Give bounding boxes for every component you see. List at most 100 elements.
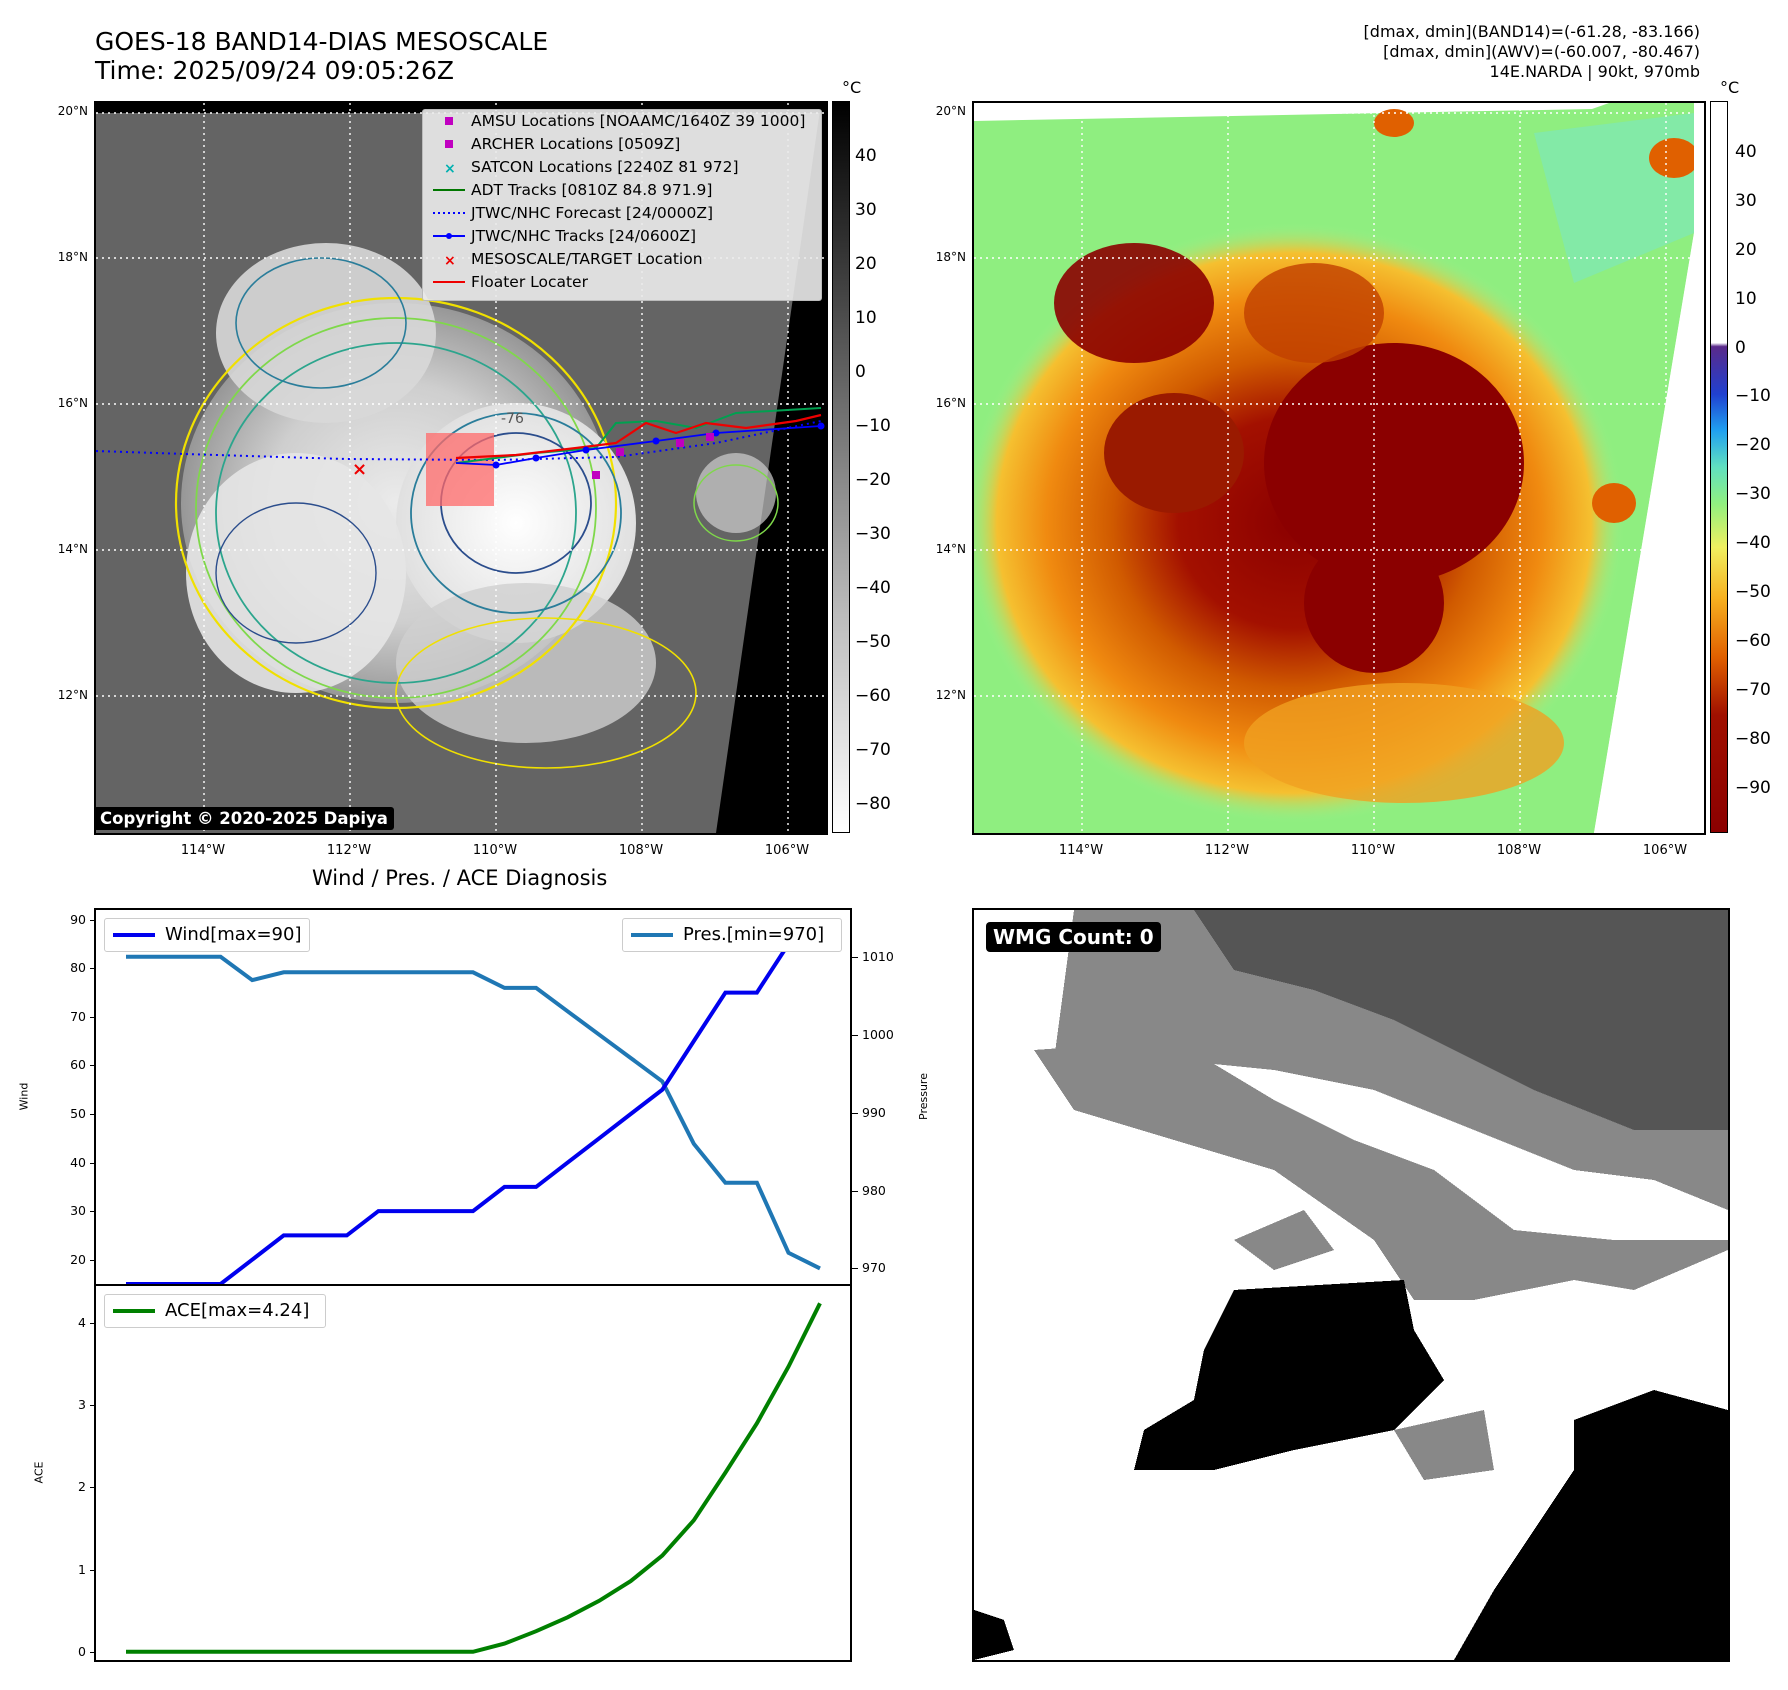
awv-satellite-image — [974, 103, 1704, 833]
wind-tick-label-mark — [90, 919, 96, 921]
awv-gridlines — [974, 103, 1704, 833]
pressure-tick-label-mark — [852, 956, 858, 958]
ir-colorbar — [832, 101, 850, 833]
ir-colorbar-tick: −20 — [855, 470, 891, 490]
pressure-tick-label-mark — [852, 1268, 858, 1270]
pressure-tick-label: 970 — [862, 1260, 886, 1276]
map-legend: AMSU Locations [NOAAMC/1640Z 39 1000] AR… — [422, 109, 822, 301]
awv-colorbar-tick: −40 — [1735, 533, 1771, 553]
ace-tick-label-mark — [90, 1405, 96, 1407]
lat-label-16: 16°N — [57, 396, 88, 410]
awv-lat-label-12: 12°N — [935, 688, 966, 702]
ace-tick-label: 1 — [78, 1561, 86, 1577]
pressure-tick-label: 980 — [862, 1182, 886, 1198]
lat-label-12: 12°N — [57, 688, 88, 702]
ir-colorbar-tick: −80 — [855, 794, 891, 814]
ir-colorbar-tick: 30 — [855, 200, 877, 220]
pressure-tick-label: 1000 — [862, 1026, 894, 1042]
pressure-line — [126, 954, 821, 1271]
pressure-axis-label: Pressure — [916, 1073, 930, 1120]
jtwc-track-points — [492, 422, 825, 469]
awv-colorbar-unit: °C — [1720, 78, 1740, 97]
legend-item-satcon: × SATCON Locations [2240Z 81 972] — [444, 158, 739, 177]
pressure-tick-label-mark — [852, 1034, 858, 1036]
awv-colorbar-tick: 40 — [1735, 142, 1757, 162]
awv-map-panel — [972, 101, 1706, 835]
legend-item-archer: ARCHER Locations [0509Z] — [423, 133, 821, 156]
diagnosis-chart-title: Wind / Pres. / ACE Diagnosis — [312, 866, 608, 890]
awv-lon-label-114: 114°W — [1058, 843, 1104, 858]
svg-text:×: × — [444, 253, 456, 269]
pressure-tick-label-mark — [852, 1112, 858, 1114]
awv-colorbar-tick: −30 — [1735, 484, 1771, 504]
awv-colorbar-tick: 30 — [1735, 191, 1757, 211]
wind-tick-label-mark — [90, 1114, 96, 1115]
wind-line — [126, 918, 822, 1284]
ir-map-panel: -76 — [94, 101, 828, 835]
pressure-legend: Pres.[min=970] — [622, 918, 842, 952]
wmg-image — [974, 910, 1728, 1660]
wind-pressure-chart: Wind[max=90] Pres.[min=970] — [94, 908, 852, 1286]
ir-colorbar-tick: −70 — [855, 740, 891, 760]
awv-colorbar — [1710, 101, 1728, 833]
title-line-1: GOES-18 BAND14-DIAS MESOSCALE — [95, 27, 549, 56]
ace-legend: ACE[max=4.24] — [104, 1294, 326, 1328]
awv-colorbar-tick: 20 — [1735, 240, 1757, 260]
lon-label-108: 108°W — [618, 843, 664, 858]
lat-label-20: 20°N — [57, 104, 88, 118]
wmg-count-badge: WMG Count: 0 — [986, 922, 1161, 952]
info-line-1: [dmax, dmin](BAND14)=(-61.28, -83.166) — [1363, 22, 1700, 41]
ir-colorbar-tick: −30 — [855, 524, 891, 544]
awv-colorbar-tick: −80 — [1735, 729, 1771, 749]
awv-colorbar-tick: −90 — [1735, 778, 1771, 798]
wind-tick-label: 90 — [70, 911, 86, 927]
ir-colorbar-tick: −50 — [855, 632, 891, 652]
ace-tick-label-mark — [90, 1487, 96, 1489]
awv-lon-label-112: 112°W — [1204, 843, 1250, 858]
wmg-panel: WMG Count: 0 — [972, 908, 1730, 1662]
target-box — [426, 433, 494, 506]
wind-tick-label: 50 — [70, 1106, 86, 1121]
awv-lon-label-110: 110°W — [1350, 843, 1396, 858]
lon-label-106: 106°W — [764, 843, 810, 858]
awv-colorbar-tick: −10 — [1735, 386, 1771, 406]
title-line-2: Time: 2025/09/24 09:05:26Z — [95, 56, 454, 85]
ir-colorbar-tick: 40 — [855, 146, 877, 166]
figure-title: GOES-18 BAND14-DIAS MESOSCALE Time: 2025… — [95, 27, 548, 85]
pressure-tick-label: 990 — [862, 1104, 886, 1120]
ir-colorbar-tick: 20 — [855, 254, 877, 274]
wind-tick-label: 80 — [70, 960, 86, 976]
awv-lat-label-16: 16°N — [935, 396, 966, 410]
ir-colorbar-tick: 0 — [855, 362, 866, 382]
awv-lat-label-18: 18°N — [935, 250, 966, 264]
ace-tick-label-mark — [90, 1322, 96, 1324]
wind-tick-label-mark — [90, 1162, 96, 1164]
ace-line — [126, 1302, 822, 1654]
wind-legend: Wind[max=90] — [104, 918, 310, 952]
legend-item-jtwc-tracks: JTWC/NHC Tracks [24/0600Z] — [423, 225, 821, 248]
wind-axis-label: Wind — [17, 1082, 31, 1111]
wind-tick-label: 70 — [70, 1008, 86, 1024]
floater-track — [455, 413, 822, 460]
awv-lon-label-108: 108°W — [1496, 843, 1542, 858]
awv-colorbar-tick: −50 — [1735, 582, 1771, 602]
wind-tick-label-mark — [90, 1065, 96, 1067]
ir-colorbar-tick: 10 — [855, 308, 877, 328]
svg-text:×: × — [444, 161, 456, 177]
ace-tick-label: 0 — [78, 1643, 86, 1659]
target-marker: × — [352, 459, 367, 480]
ir-colorbar-tick: −60 — [855, 686, 891, 706]
ir-colorbar-unit: °C — [842, 78, 862, 97]
pressure-tick-label: 1010 — [862, 948, 894, 964]
legend-item-target: × MESOSCALE/TARGET Location — [444, 250, 703, 269]
wind-tick-label: 60 — [70, 1057, 86, 1073]
ace-plot — [126, 1302, 822, 1654]
amsu-archer-points — [592, 433, 714, 479]
wind-tick-label-mark — [90, 1016, 96, 1018]
awv-lat-label-14: 14°N — [935, 542, 966, 556]
lon-label-112: 112°W — [326, 843, 372, 858]
wind-tick-label-mark — [90, 1259, 96, 1261]
lat-label-18: 18°N — [57, 250, 88, 264]
ace-tick-label: 4 — [78, 1314, 86, 1330]
ir-colorbar-tick: −10 — [855, 416, 891, 436]
